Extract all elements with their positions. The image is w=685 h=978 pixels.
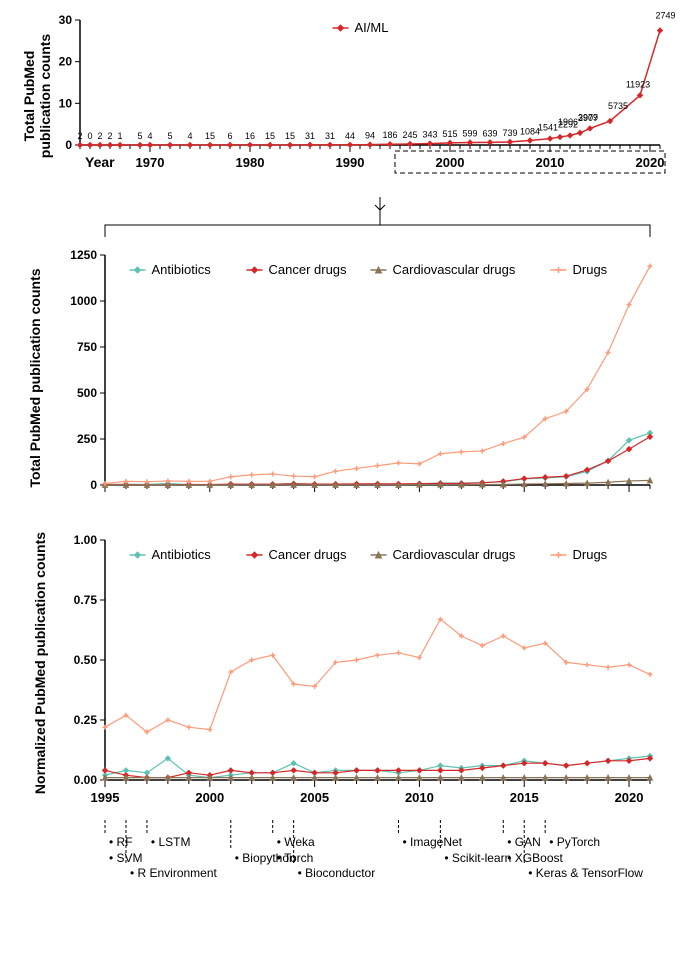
svg-text:• LSTM: • LSTM [151, 835, 191, 849]
svg-text:Antibiotics: Antibiotics [152, 262, 212, 277]
chart2-container: Total PubMed publication counts 0 250 500 7… [10, 240, 675, 520]
svg-text:1990: 1990 [336, 155, 365, 170]
svg-text:1541: 1541 [538, 123, 558, 133]
svg-text:• Weka: • Weka [277, 835, 315, 849]
timeline-svg: • RF• SVM• R Environment• LSTM• Biopytho… [10, 820, 675, 910]
chart2-svg: 0 250 500 750 1000 1250 Antibiotics Cancer drug… [10, 240, 675, 520]
chart2-ylabel-text: Total PubMed publication counts [27, 268, 43, 487]
svg-text:• Keras & TensorFlow: • Keras & TensorFlow [528, 866, 643, 880]
svg-text:639: 639 [482, 128, 497, 138]
svg-text:2000: 2000 [195, 790, 224, 805]
svg-text:1970: 1970 [136, 155, 165, 170]
svg-text:1995: 1995 [91, 790, 120, 805]
svg-text:Cancer drugs: Cancer drugs [269, 547, 348, 562]
chart3-container: Normalized PubMed publication counts 0.0… [10, 525, 675, 815]
svg-text:250: 250 [77, 432, 97, 446]
svg-text:• PyTorch: • PyTorch [549, 835, 600, 849]
svg-text:Cardiovascular drugs: Cardiovascular drugs [393, 547, 516, 562]
chart3-svg: 0.00 0.25 0.50 0.75 1.00 1995 2000 2005 2010 2015… [10, 525, 675, 815]
svg-text:1980: 1980 [236, 155, 265, 170]
svg-text:Antibiotics: Antibiotics [152, 547, 212, 562]
chart1-ylabel: Total PubMedpublication counts [21, 21, 53, 171]
svg-text:1: 1 [117, 131, 122, 141]
svg-text:0.75: 0.75 [74, 593, 98, 607]
chart3-ylabel: Normalized PubMed publication counts [32, 523, 48, 803]
svg-text:31: 31 [305, 131, 315, 141]
svg-text:• RF: • RF [109, 835, 133, 849]
svg-text:186: 186 [382, 130, 397, 140]
svg-text:16: 16 [245, 131, 255, 141]
svg-text:0.25: 0.25 [74, 713, 98, 727]
svg-text:44: 44 [345, 131, 355, 141]
svg-text:2292: 2292 [558, 119, 578, 129]
svg-text:2010: 2010 [405, 790, 434, 805]
chart1-svg: 0102030Year197019801990200020102020AI/ML… [10, 10, 675, 190]
svg-text:2000: 2000 [436, 155, 465, 170]
svg-text:30: 30 [59, 13, 73, 27]
svg-text:2020: 2020 [636, 155, 665, 170]
svg-text:0.00: 0.00 [74, 773, 98, 787]
svg-text:2005: 2005 [300, 790, 329, 805]
svg-text:20: 20 [59, 55, 73, 69]
svg-text:739: 739 [502, 128, 517, 138]
svg-text:15: 15 [265, 131, 275, 141]
svg-text:515: 515 [442, 129, 457, 139]
svg-text:2: 2 [97, 131, 102, 141]
svg-text:• R Environment: • R Environment [130, 866, 218, 880]
svg-text:10: 10 [59, 96, 73, 110]
svg-text:2015: 2015 [510, 790, 539, 805]
svg-text:• Scikit-learn: • Scikit-learn [444, 851, 511, 865]
svg-text:245: 245 [402, 130, 417, 140]
chart1-container: Total PubMedpublication counts 0102030Ye… [10, 10, 675, 190]
connector-svg [10, 195, 675, 240]
chart2-ylabel: Total PubMed publication counts [27, 253, 43, 503]
svg-text:Drugs: Drugs [573, 547, 608, 562]
svg-text:2020: 2020 [615, 790, 644, 805]
svg-text:94: 94 [365, 131, 375, 141]
svg-text:5735: 5735 [608, 101, 628, 111]
svg-text:4: 4 [147, 131, 152, 141]
svg-text:• XGBoost: • XGBoost [507, 851, 563, 865]
svg-text:2: 2 [77, 131, 82, 141]
svg-text:4: 4 [187, 131, 192, 141]
svg-text:• Bioconductor: • Bioconductor [298, 866, 376, 880]
svg-text:15: 15 [205, 131, 215, 141]
svg-text:• ImageNet: • ImageNet [402, 835, 462, 849]
svg-text:500: 500 [77, 386, 97, 400]
svg-text:• Torch: • Torch [277, 851, 314, 865]
chart1-ylabel-text: Total PubMedpublication counts [21, 34, 53, 158]
svg-text:AI/ML: AI/ML [355, 20, 389, 35]
svg-text:27491: 27491 [655, 10, 675, 20]
svg-text:2: 2 [107, 131, 112, 141]
svg-text:599: 599 [462, 129, 477, 139]
svg-text:15: 15 [285, 131, 295, 141]
svg-text:2010: 2010 [536, 155, 565, 170]
chart3-ylabel-text: Normalized PubMed publication counts [32, 532, 48, 794]
svg-text:Cardiovascular drugs: Cardiovascular drugs [393, 262, 516, 277]
svg-text:0: 0 [87, 131, 92, 141]
svg-text:0: 0 [65, 138, 72, 152]
svg-text:5: 5 [137, 131, 142, 141]
svg-text:1250: 1250 [70, 248, 97, 262]
svg-text:0.50: 0.50 [74, 653, 98, 667]
svg-text:1000: 1000 [70, 294, 97, 308]
svg-text:6: 6 [227, 131, 232, 141]
svg-text:11923: 11923 [626, 79, 650, 89]
svg-text:31: 31 [325, 131, 335, 141]
svg-text:5: 5 [167, 131, 172, 141]
svg-text:1.00: 1.00 [74, 533, 98, 547]
svg-text:Year: Year [85, 154, 115, 170]
svg-text:Drugs: Drugs [573, 262, 608, 277]
svg-text:343: 343 [422, 130, 437, 140]
svg-text:0: 0 [90, 478, 97, 492]
svg-text:Cancer drugs: Cancer drugs [269, 262, 348, 277]
svg-text:3979: 3979 [578, 112, 598, 122]
svg-text:750: 750 [77, 340, 97, 354]
